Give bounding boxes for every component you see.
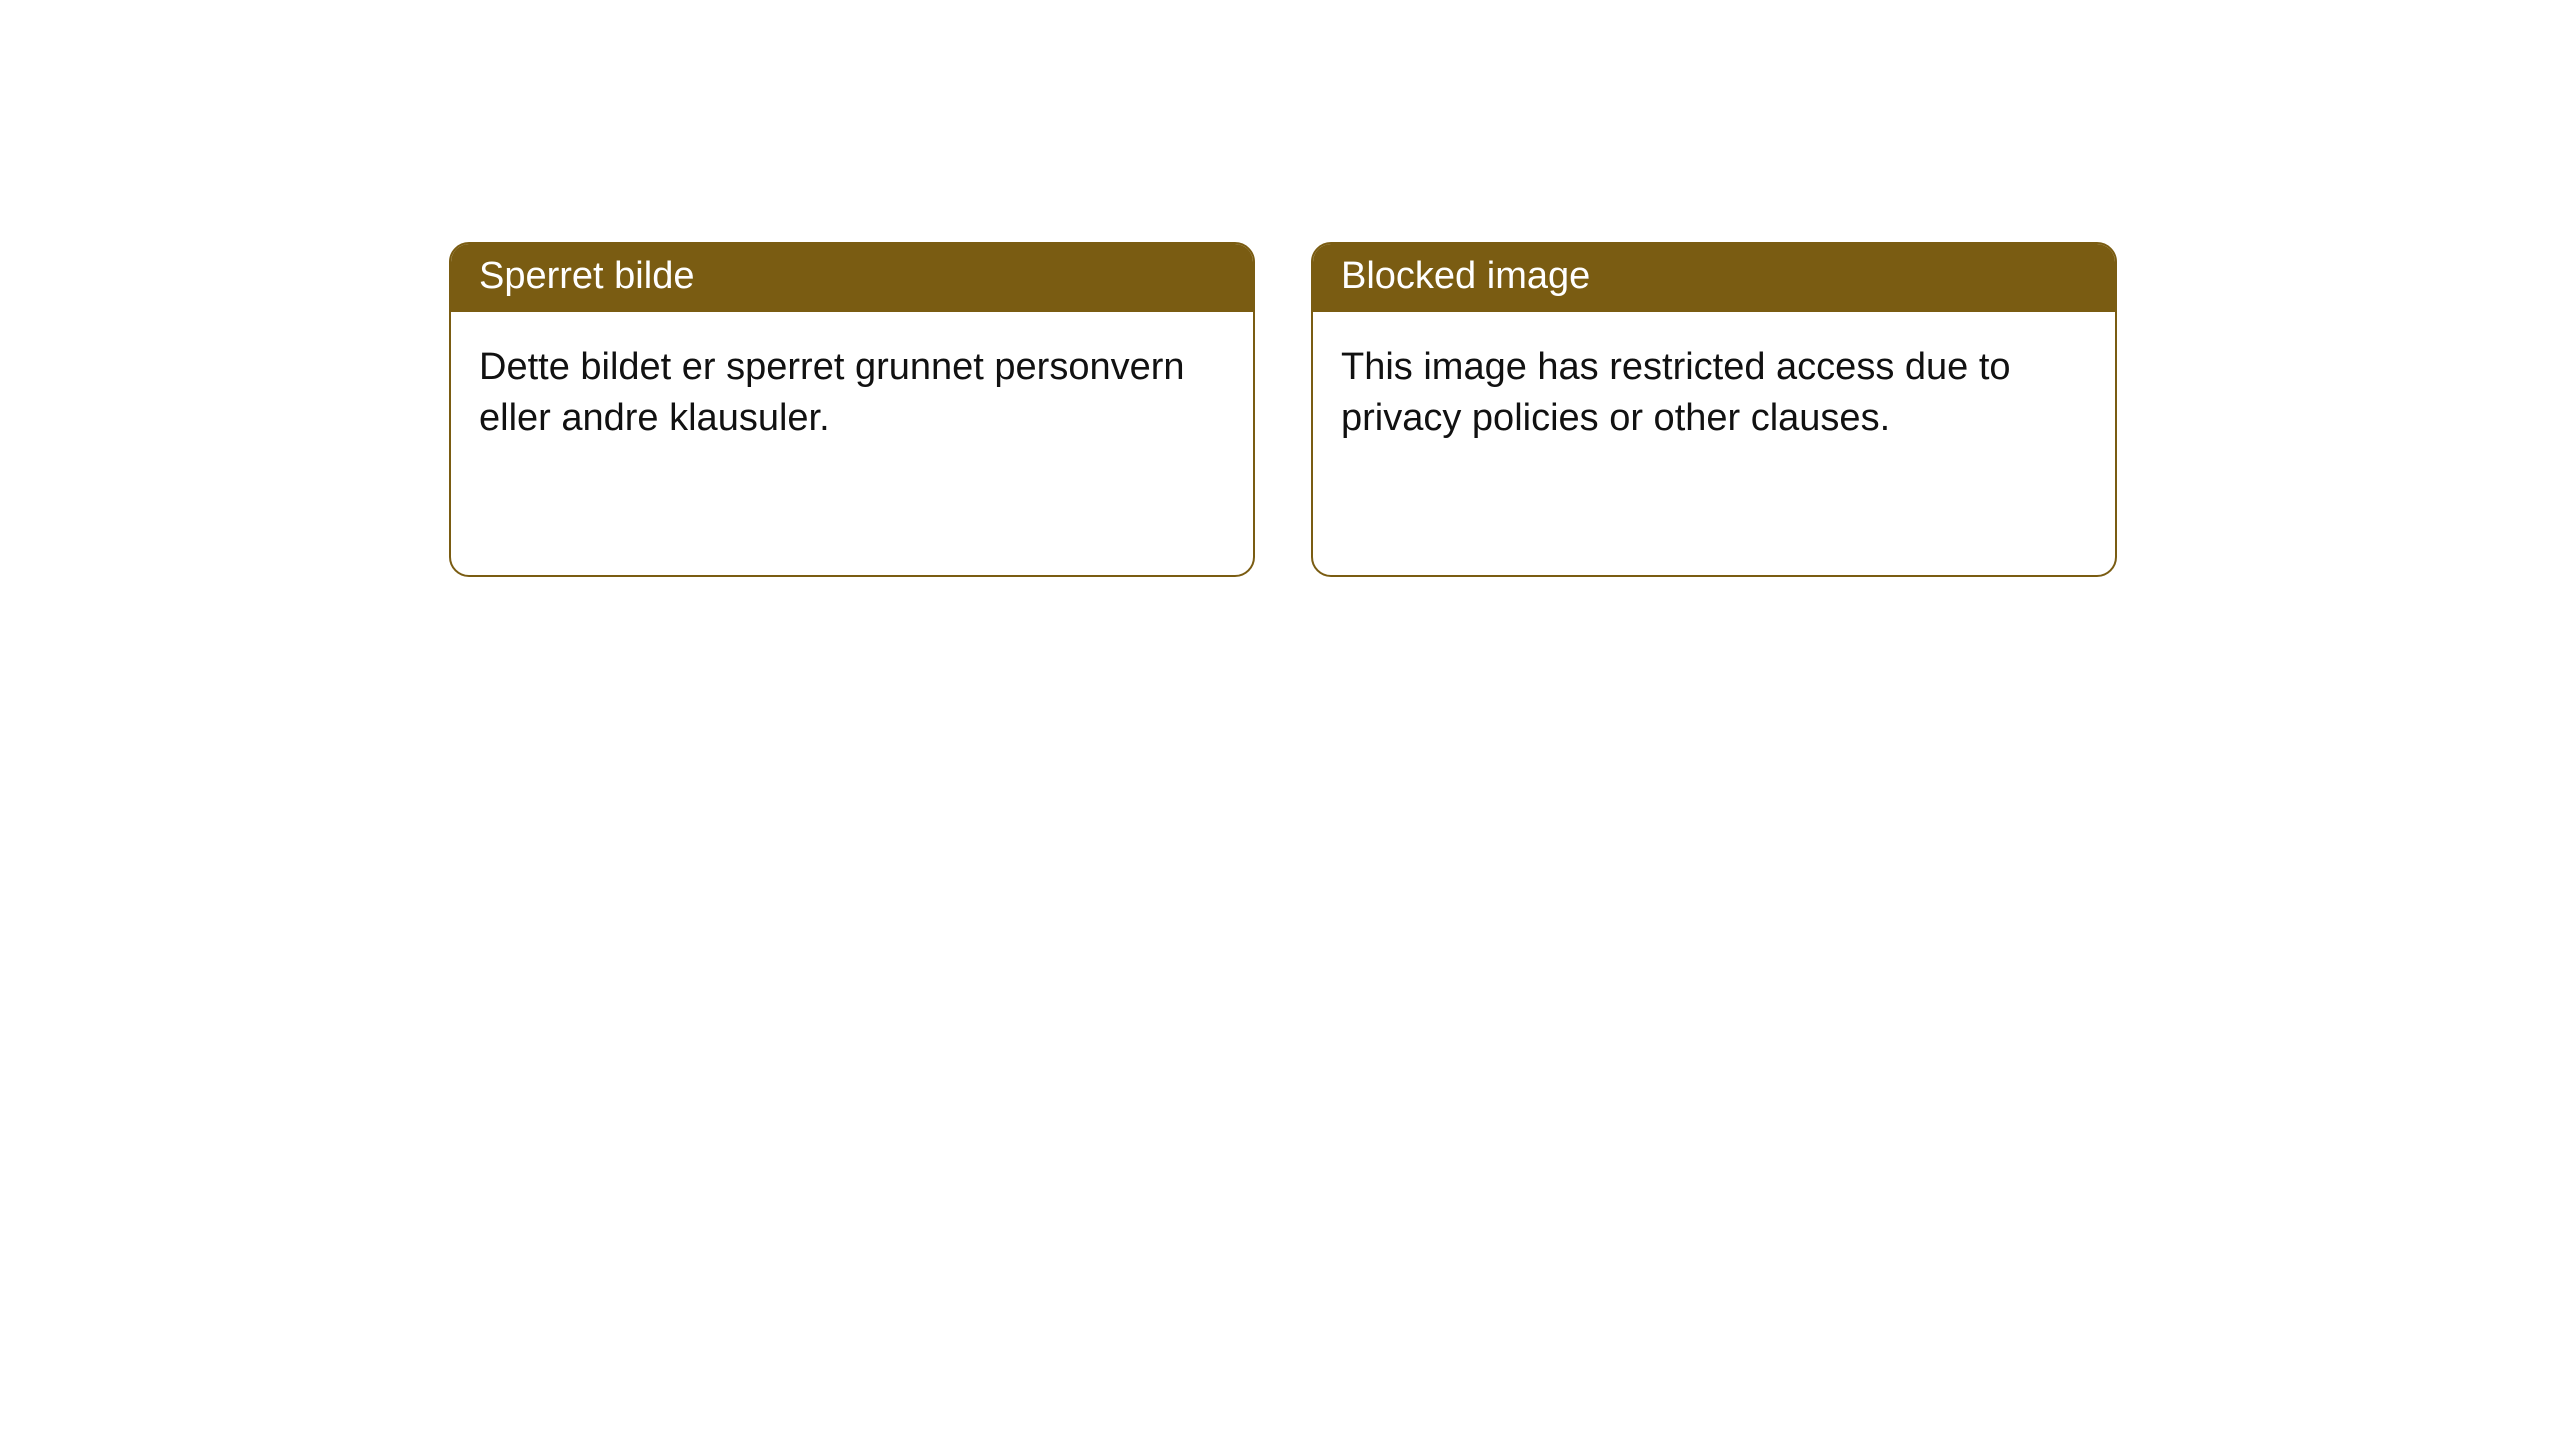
notice-card-norwegian: Sperret bilde Dette bildet er sperret gr…: [449, 242, 1255, 577]
notice-card-body: Dette bildet er sperret grunnet personve…: [451, 312, 1253, 475]
notice-card-english: Blocked image This image has restricted …: [1311, 242, 2117, 577]
notice-card-title: Blocked image: [1313, 244, 2115, 312]
notice-cards-row: Sperret bilde Dette bildet er sperret gr…: [0, 0, 2560, 577]
notice-card-title: Sperret bilde: [451, 244, 1253, 312]
notice-card-body: This image has restricted access due to …: [1313, 312, 2115, 475]
